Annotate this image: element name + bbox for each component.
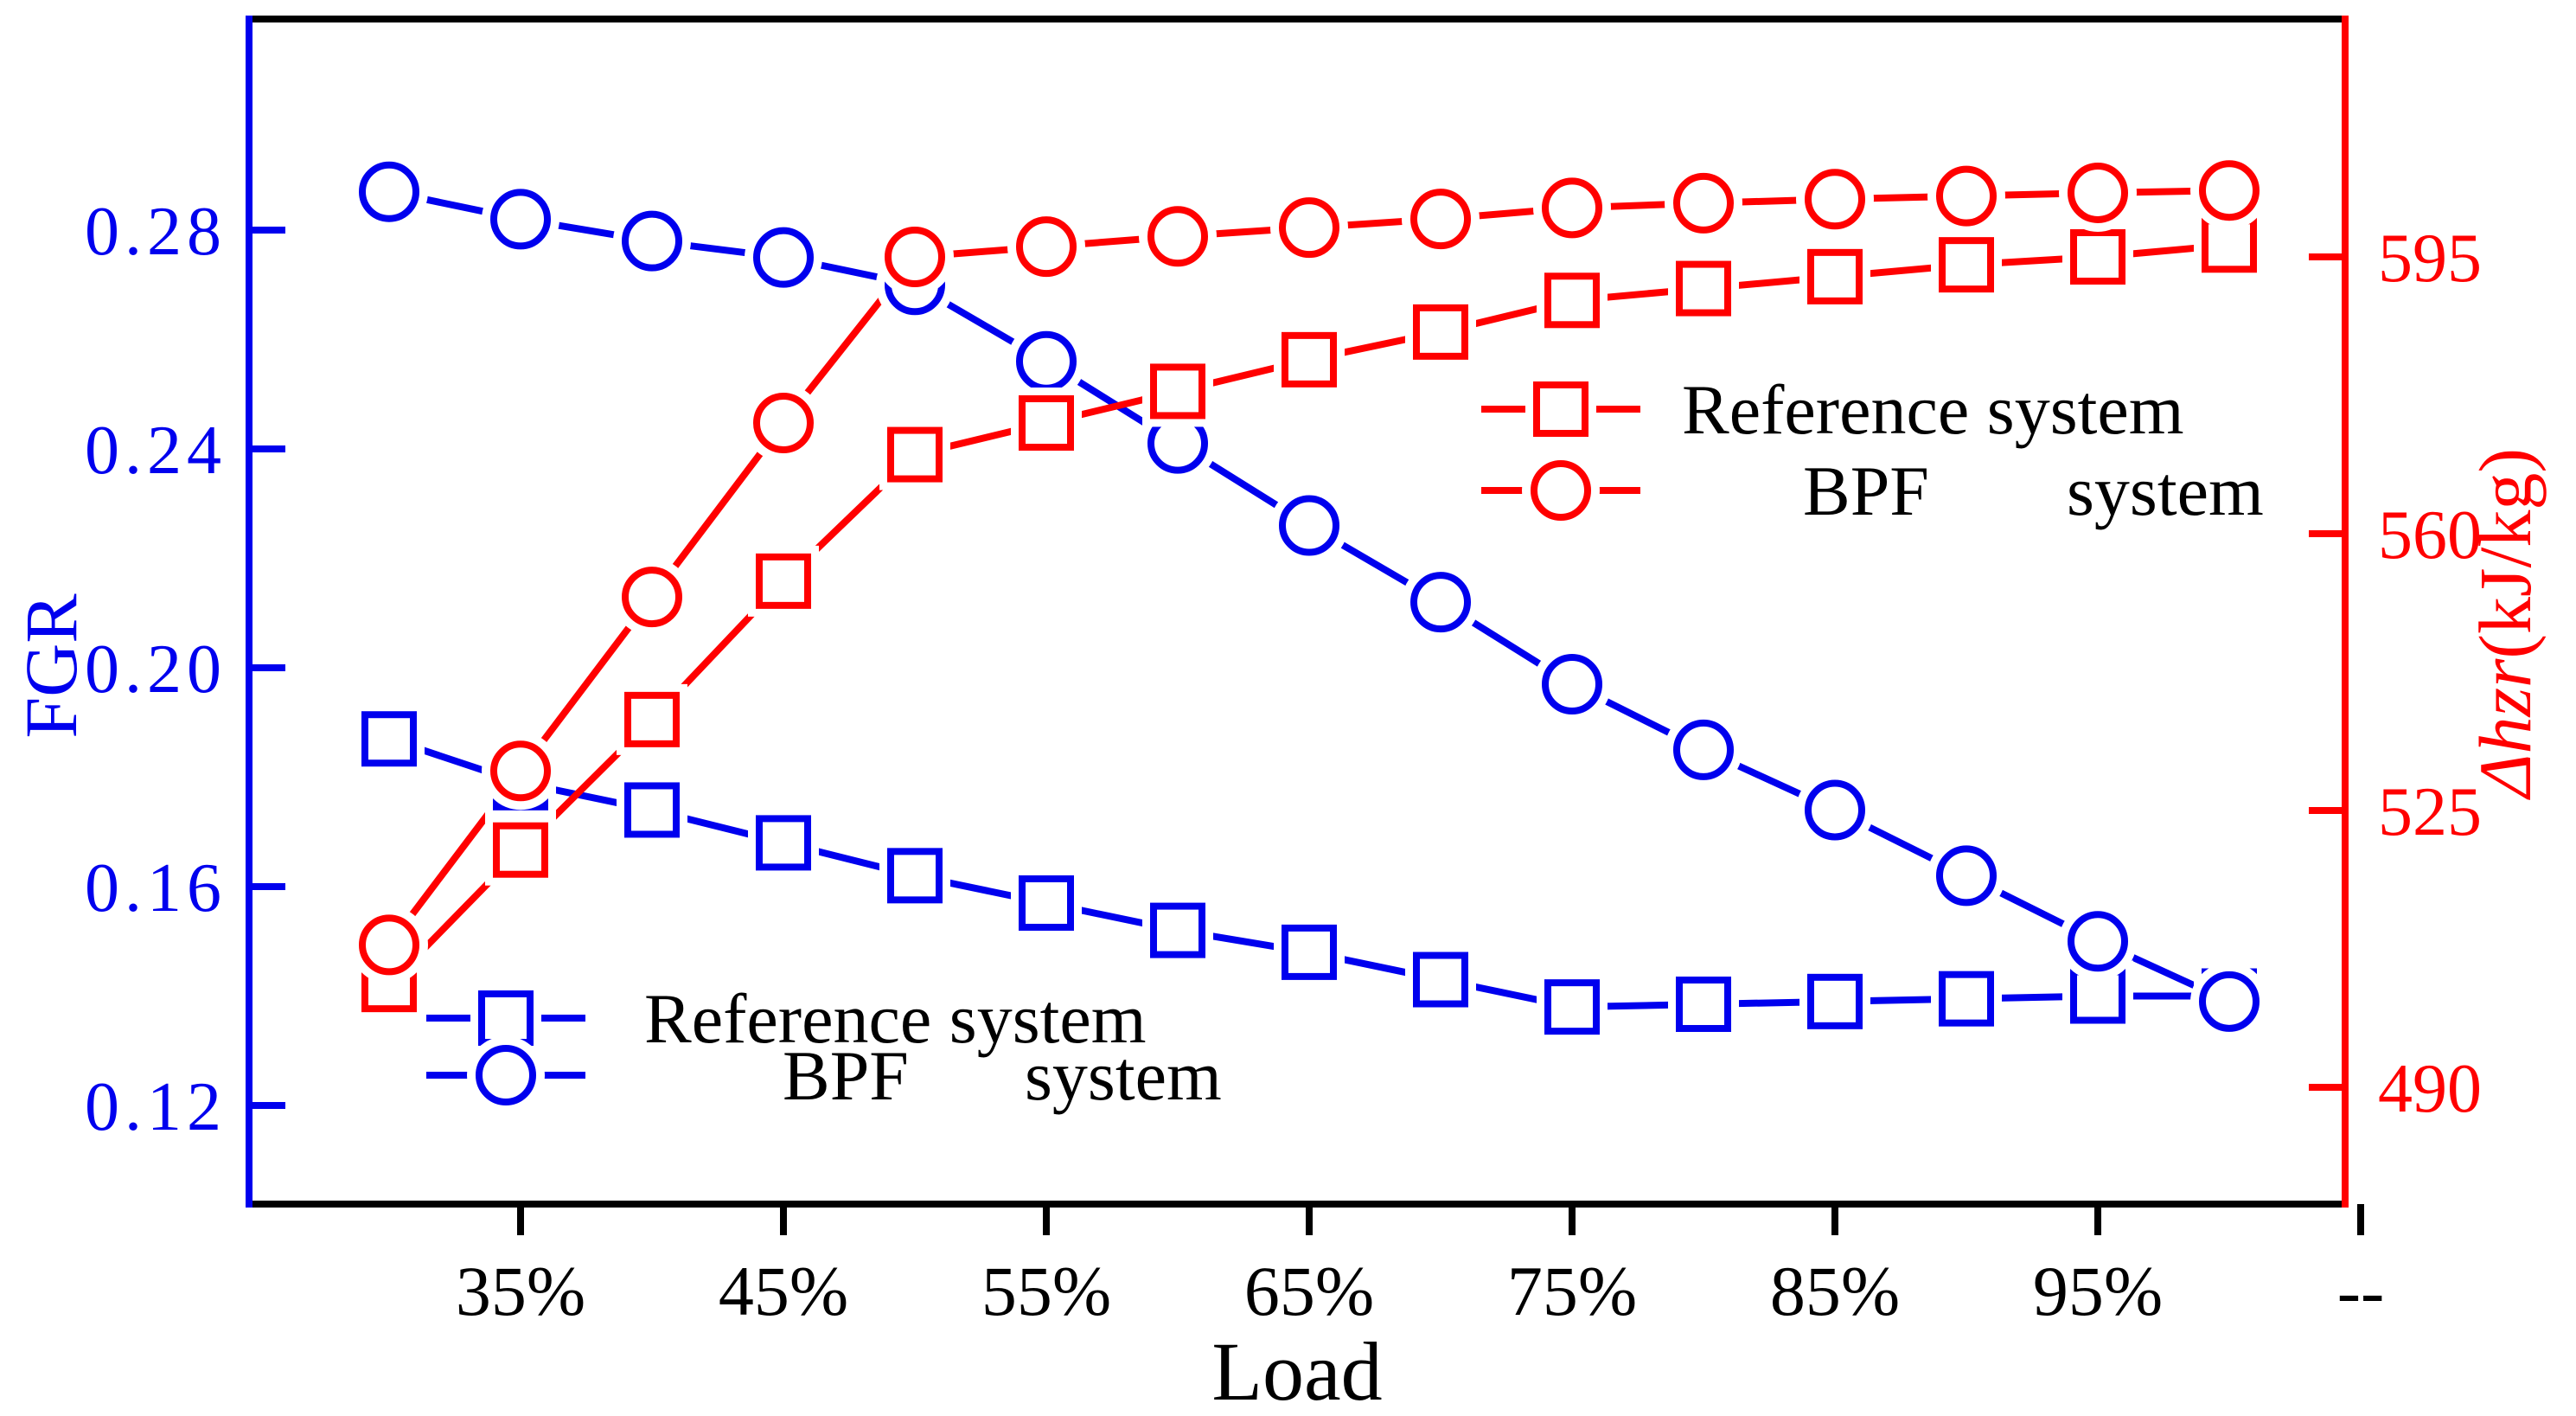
x-axis-tick-label: 45% <box>719 1252 848 1330</box>
legend-blue-bpf-label: BPF system <box>783 1036 1222 1115</box>
x-axis-tick-label: 65% <box>1244 1252 1374 1330</box>
data-point-left-circle <box>359 161 419 222</box>
data-point-right-circle <box>1542 177 1602 239</box>
data-point-right-square <box>1150 363 1205 420</box>
data-point-left-square <box>1676 976 1731 1032</box>
data-point-right-square <box>756 553 811 609</box>
data-point-left-circle <box>1542 653 1602 714</box>
data-point-left-square <box>756 815 811 871</box>
legend-red-bpf-label: BPF system <box>1803 452 2264 530</box>
data-point-right-circle <box>2199 160 2260 221</box>
data-point-right-circle <box>1673 172 1734 234</box>
right-axis-title-units: (kJ/kg) <box>2464 448 2547 659</box>
data-point-left-square <box>624 782 680 838</box>
x-axis-tick-label: 75% <box>1507 1252 1637 1330</box>
data-point-right-circle <box>1805 169 1865 230</box>
x-axis-tick-label: 85% <box>1770 1252 1900 1330</box>
data-point-right-square <box>2202 217 2257 273</box>
series-layer <box>350 151 2268 1043</box>
data-point-left-circle <box>1016 330 1077 392</box>
left-axis-tick-label: 0.20 <box>85 631 227 708</box>
data-point-right-circle <box>1936 165 1997 227</box>
data-point-left-square <box>361 711 417 767</box>
data-point-left-circle <box>1279 495 1339 556</box>
legend-red-bpf-marker <box>1531 460 1591 521</box>
left-axis-tick-label: 0.16 <box>85 850 227 926</box>
data-point-left-square <box>1019 875 1074 931</box>
data-point-left-circle <box>1936 845 1997 907</box>
data-point-right-square <box>1019 395 1074 451</box>
legend-red-reference-label: Reference system <box>1682 370 2184 449</box>
left-axis-tick-label: 0.12 <box>85 1069 227 1145</box>
x-axis-tick-label: 95% <box>2033 1252 2163 1330</box>
data-point-right-square <box>624 691 680 747</box>
data-point-right-square <box>1676 260 1731 317</box>
data-point-left-square <box>1807 973 1863 1029</box>
right-axis-title: Δhzr(kJ/kg) <box>2464 448 2547 800</box>
data-point-left-circle <box>622 210 682 272</box>
data-point-left-circle <box>1673 719 1734 780</box>
data-point-right-circle <box>359 914 419 976</box>
right-axis-tick-label: 560 <box>2378 497 2482 573</box>
data-point-right-circle <box>1016 216 1077 278</box>
data-point-left-circle <box>1410 572 1471 633</box>
data-point-left-circle <box>490 189 551 250</box>
ticks-layer: 0.28 0.24 0.20 0.16 0.12 595 560 525 490 35% 45% 55… <box>85 194 2482 1330</box>
data-point-right-circle <box>490 740 551 802</box>
legend-blue-reference-marker <box>478 990 534 1046</box>
data-point-left-square <box>1413 951 1468 1008</box>
left-axis-tick-label: 0.28 <box>85 194 227 270</box>
left-axis-title: FGR <box>10 593 93 739</box>
x-axis-tick-label: 55% <box>981 1252 1111 1330</box>
data-point-left-square <box>1282 924 1337 980</box>
data-point-left-square <box>1544 979 1600 1035</box>
legend-blue-bpf-marker <box>476 1045 536 1105</box>
data-point-right-circle <box>1279 197 1339 259</box>
plot-frame <box>246 16 2349 1208</box>
data-point-right-square <box>493 822 548 878</box>
data-point-left-square <box>887 848 943 904</box>
right-axis-title-symbol: Δhzr <box>2464 658 2547 800</box>
data-point-left-circle <box>1805 779 1865 841</box>
data-point-left-square <box>1939 971 1994 1027</box>
data-point-right-square <box>887 426 943 483</box>
data-point-right-circle <box>1147 206 1208 267</box>
right-axis-tick-label: 595 <box>2378 221 2482 297</box>
data-point-right-circle <box>622 567 682 628</box>
data-point-right-square <box>1807 248 1863 304</box>
data-point-right-square <box>1413 304 1468 360</box>
data-point-left-circle <box>2199 971 2260 1032</box>
x-axis-tick-label: 35% <box>456 1252 585 1330</box>
data-point-right-square <box>2070 229 2125 285</box>
left-axis-tick-label: 0.24 <box>85 413 227 489</box>
x-axis-tick-label: -- <box>2337 1252 2385 1330</box>
data-point-left-circle <box>753 227 814 288</box>
data-point-right-square <box>1282 331 1337 388</box>
data-point-right-square <box>1939 237 1994 293</box>
data-point-right-square <box>1544 272 1600 329</box>
data-point-right-circle <box>885 227 945 287</box>
legend-blue-reference-label: Reference system <box>644 979 1147 1058</box>
right-axis-tick-label: 490 <box>2378 1051 2482 1127</box>
data-point-left-square <box>1150 902 1205 958</box>
legend-red-reference-marker <box>1533 381 1588 437</box>
data-point-right-circle <box>753 393 814 453</box>
data-point-right-circle <box>1410 189 1471 250</box>
data-point-right-circle <box>2068 162 2128 223</box>
data-point-left-circle <box>2068 911 2128 972</box>
right-axis-tick-label: 525 <box>2378 774 2482 850</box>
x-axis-title: Load <box>1211 1325 1382 1416</box>
